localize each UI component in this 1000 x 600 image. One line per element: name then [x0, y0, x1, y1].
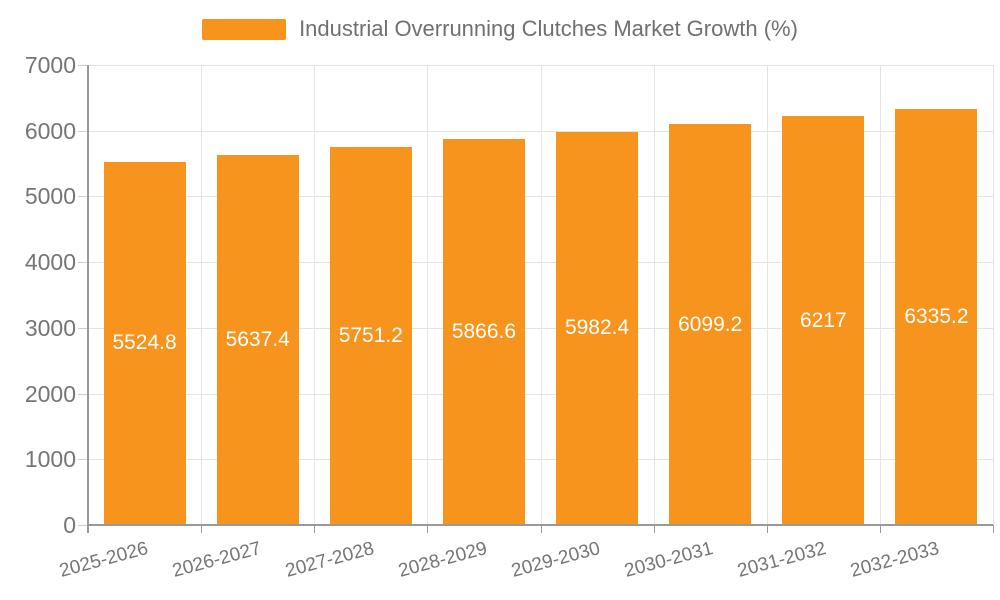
y-axis-tick — [78, 393, 88, 395]
x-gridline — [993, 65, 994, 525]
y-axis-tick — [78, 262, 88, 264]
bar-value-label: 6099.2 — [678, 312, 743, 336]
y-axis-tick — [78, 459, 88, 461]
x-gridline — [427, 65, 429, 525]
bar-value-label: 6335.2 — [904, 304, 969, 328]
bar[interactable] — [556, 131, 639, 524]
x-gridline — [314, 65, 316, 525]
x-axis-tick — [314, 525, 316, 533]
x-gridline — [540, 65, 542, 525]
y-axis-tick — [78, 130, 88, 132]
bar[interactable] — [442, 139, 525, 524]
y-axis-tick — [78, 327, 88, 329]
bar[interactable] — [216, 154, 299, 524]
y-axis-line — [87, 65, 89, 533]
bar[interactable] — [669, 124, 752, 524]
x-axis-tick — [879, 525, 881, 533]
x-gridline — [879, 65, 881, 525]
x-axis-tick — [766, 525, 768, 533]
y-axis-tick-label: 5000 — [24, 183, 76, 210]
bar-value-label: 5751.2 — [338, 324, 403, 348]
x-axis-tick — [427, 525, 429, 533]
y-axis-tick-label: 2000 — [24, 380, 76, 407]
legend-series-label: Industrial Overrunning Clutches Market G… — [299, 16, 798, 41]
x-axis-tick — [540, 525, 542, 533]
x-axis-tick — [993, 525, 994, 533]
x-axis-tick — [653, 525, 655, 533]
x-axis-tick — [88, 525, 89, 533]
y-axis-tick-label: 0 — [63, 512, 76, 538]
y-axis-tick-label: 6000 — [24, 117, 76, 144]
chart-legend[interactable]: Industrial Overrunning Clutches Market G… — [0, 16, 1000, 42]
y-axis-tick — [78, 65, 88, 66]
bar-value-label: 5982.4 — [564, 316, 630, 340]
y-axis-tick — [78, 196, 88, 198]
y-axis-tick-label: 7000 — [24, 52, 76, 78]
x-gridline — [201, 65, 203, 525]
y-axis-tick — [78, 525, 88, 526]
legend-color-swatch — [202, 18, 287, 40]
bar-value-label: 5637.4 — [225, 327, 290, 351]
bar-value-label: 5866.6 — [451, 320, 517, 344]
bar[interactable] — [103, 161, 186, 524]
bar[interactable] — [895, 108, 978, 524]
x-gridline — [766, 65, 768, 525]
y-axis-tick-label: 1000 — [24, 446, 76, 473]
bar-value-label: 5524.8 — [112, 331, 177, 355]
bar-value-label: 6217 — [799, 308, 847, 332]
x-gridline — [653, 65, 655, 525]
y-axis-tick-label: 4000 — [24, 249, 76, 276]
y-axis-tick-label: 3000 — [24, 314, 76, 341]
bar[interactable] — [329, 147, 412, 524]
x-axis-tick — [201, 525, 203, 533]
bar[interactable] — [782, 116, 865, 524]
